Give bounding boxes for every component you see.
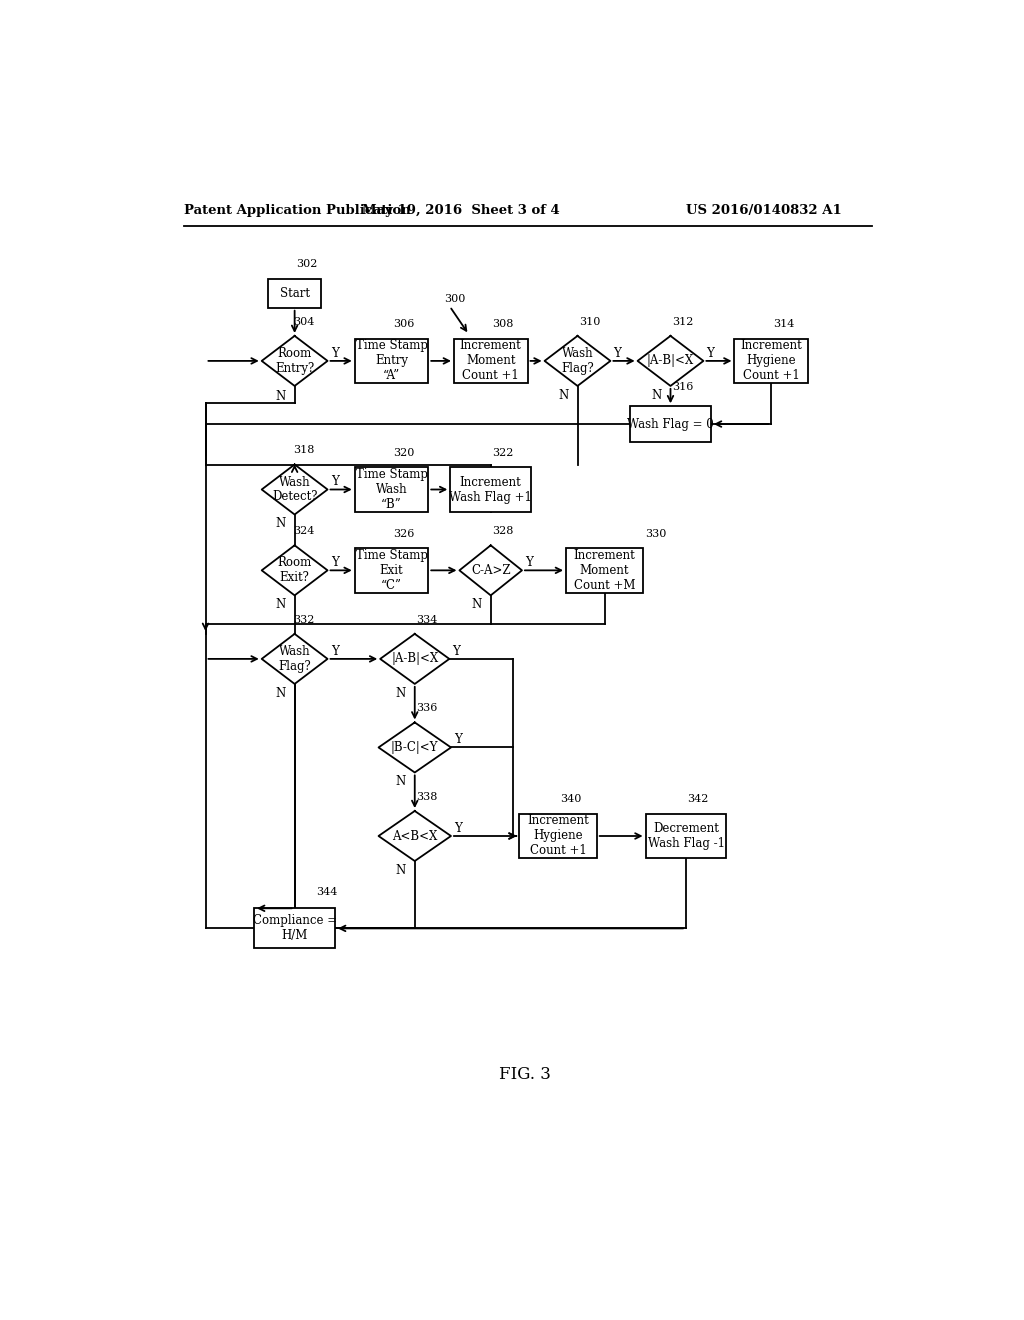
Text: 300: 300 [444, 293, 466, 304]
Text: Y: Y [707, 347, 715, 360]
Text: Increment
Wash Flag +1: Increment Wash Flag +1 [450, 475, 532, 503]
Text: May 19, 2016  Sheet 3 of 4: May 19, 2016 Sheet 3 of 4 [362, 205, 560, 218]
Text: 312: 312 [672, 317, 693, 326]
Text: Wash
Flag?: Wash Flag? [561, 347, 594, 375]
Bar [645, 813, 726, 858]
Text: Increment
Hygiene
Count +1: Increment Hygiene Count +1 [527, 814, 589, 858]
Text: N: N [275, 686, 286, 700]
Text: N: N [395, 775, 406, 788]
Text: 334: 334 [417, 615, 437, 624]
Text: Y: Y [331, 475, 339, 488]
Text: N: N [275, 517, 286, 531]
Bar [566, 548, 643, 593]
Text: 320: 320 [393, 447, 415, 458]
Text: N: N [651, 388, 662, 401]
Text: Time Stamp
Wash
“B”: Time Stamp Wash “B” [355, 469, 427, 511]
Text: 336: 336 [417, 704, 437, 713]
Text: C-A>Z: C-A>Z [471, 564, 511, 577]
Bar [268, 279, 321, 308]
Polygon shape [379, 810, 451, 861]
Text: 316: 316 [672, 383, 693, 392]
Text: Y: Y [454, 733, 462, 746]
Text: Y: Y [332, 347, 339, 360]
Polygon shape [638, 335, 703, 385]
Text: N: N [275, 598, 286, 611]
Polygon shape [379, 722, 451, 772]
Text: 326: 326 [393, 529, 415, 539]
Text: 306: 306 [393, 319, 415, 330]
Text: Wash
Flag?: Wash Flag? [279, 645, 311, 673]
Text: 324: 324 [293, 527, 314, 536]
Polygon shape [262, 634, 328, 684]
Polygon shape [380, 634, 450, 684]
Text: Increment
Hygiene
Count +1: Increment Hygiene Count +1 [740, 339, 802, 383]
Text: Room
Entry?: Room Entry? [275, 347, 314, 375]
Polygon shape [545, 335, 610, 385]
Text: N: N [395, 686, 406, 700]
Text: Wash Flag = 0: Wash Flag = 0 [627, 417, 714, 430]
Text: |B-C|<Y: |B-C|<Y [391, 741, 438, 754]
Bar [519, 813, 597, 858]
Text: FIG. 3: FIG. 3 [499, 1067, 551, 1084]
Text: 322: 322 [493, 447, 514, 458]
Text: Time Stamp
Entry
“A”: Time Stamp Entry “A” [355, 339, 427, 383]
Text: 310: 310 [579, 317, 600, 326]
Bar [254, 908, 335, 949]
Text: |A-B|<X: |A-B|<X [391, 652, 438, 665]
Text: 330: 330 [645, 529, 667, 539]
Text: 318: 318 [293, 445, 314, 455]
Text: N: N [472, 598, 482, 611]
Text: 314: 314 [773, 319, 795, 330]
Text: Room
Exit?: Room Exit? [278, 556, 311, 585]
Text: 338: 338 [417, 792, 437, 801]
Polygon shape [460, 545, 522, 595]
Text: 328: 328 [493, 527, 514, 536]
Polygon shape [262, 335, 328, 385]
Text: N: N [558, 388, 568, 401]
Bar [734, 339, 808, 383]
Text: Patent Application Publication: Patent Application Publication [183, 205, 411, 218]
Text: Time Stamp
Exit
“C”: Time Stamp Exit “C” [355, 549, 427, 591]
Text: 344: 344 [316, 887, 338, 896]
Text: |A-B|<X: |A-B|<X [647, 354, 694, 367]
Text: A<B<X: A<B<X [392, 829, 437, 842]
Text: Decrement
Wash Flag -1: Decrement Wash Flag -1 [647, 822, 725, 850]
Text: US 2016/0140832 A1: US 2016/0140832 A1 [686, 205, 842, 218]
Text: 342: 342 [687, 795, 709, 804]
Text: Increment
Moment
Count +1: Increment Moment Count +1 [460, 339, 521, 383]
Text: Increment
Moment
Count +M: Increment Moment Count +M [573, 549, 636, 591]
Text: Y: Y [453, 644, 460, 657]
Text: 308: 308 [493, 319, 514, 330]
Text: Compliance =
H/M: Compliance = H/M [253, 915, 337, 942]
Text: Y: Y [613, 347, 622, 360]
Text: N: N [395, 863, 406, 876]
Polygon shape [262, 465, 328, 515]
Bar [451, 467, 531, 512]
Text: Start: Start [280, 286, 309, 300]
Text: 332: 332 [293, 615, 314, 624]
Bar [354, 548, 428, 593]
Text: Y: Y [331, 644, 339, 657]
Text: Wash
Detect?: Wash Detect? [272, 475, 317, 503]
Bar [454, 339, 527, 383]
Polygon shape [262, 545, 328, 595]
Text: Y: Y [331, 556, 339, 569]
Text: 302: 302 [296, 259, 317, 269]
Text: Y: Y [525, 556, 532, 569]
Text: 304: 304 [293, 317, 314, 326]
Bar [630, 407, 711, 442]
Text: Y: Y [454, 822, 462, 834]
Bar [354, 339, 428, 383]
Text: N: N [275, 391, 286, 403]
Bar [354, 467, 428, 512]
Text: 340: 340 [560, 795, 581, 804]
